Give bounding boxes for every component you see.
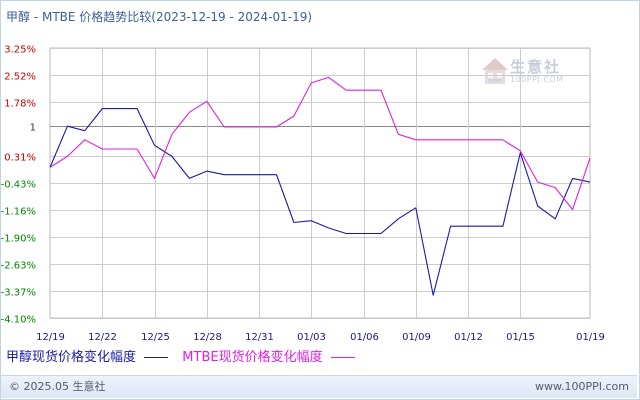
x-tick-label: 01/09 [402,332,431,343]
legend-item-series2: MTBE现货价格变化幅度 [182,348,355,368]
y-tick-label: -3.37% [1,288,36,299]
series-lines [49,76,591,296]
x-tick-label: 01/06 [350,332,379,343]
chart-title: 甲醇 - MTBE 价格趋势比较(2023-12-19 - 2024-01-19… [6,10,313,24]
x-tick-label: 12/22 [88,332,117,343]
x-tick-label: 01/15 [506,332,535,343]
y-tick-label: -0.43% [1,180,36,191]
grid [49,47,591,319]
footer-copyright: © 2025.05 生意社 [9,380,106,393]
watermark-site: 100PPI.COM [510,75,564,84]
y-tick-label: 2.52% [4,72,36,83]
x-tick-label: 12/28 [193,332,222,343]
y-tick-label: 0.31% [4,153,36,164]
x-tick-label: 12/25 [141,332,170,343]
watermark-name: 生意社 [510,58,562,76]
y-tick-label: 3.25% [4,45,36,56]
y-tick-label: -2.63% [1,261,36,272]
y-tick-label: 1.78% [4,99,36,110]
legend-swatch-series2 [330,357,355,358]
legend-swatch-series1 [144,357,169,358]
watermark: 生意社 100PPI.COM [480,56,580,92]
y-axis-ticks: 3.25% 2.52% 1.78% 1 0.31% -0.43% -1.16% -1.90% -… [1,45,36,326]
series-line-1 [49,108,591,296]
y-tick-label: -1.90% [1,234,36,245]
x-tick-label: 01/12 [454,332,483,343]
y-tick-label: 1 [30,123,36,134]
legend: 甲醇现货价格变化幅度 MTBE现货价格变化幅度 [6,348,365,368]
x-tick-label: 12/31 [245,332,274,343]
x-tick-label: 01/19 [576,332,605,343]
x-axis-ticks: 12/19 12/22 12/25 12/28 12/31 01/03 01/06 01/09… [36,332,605,343]
legend-label-series1: 甲醇现货价格变化幅度 [6,350,137,365]
x-tick-label: 12/19 [36,332,65,343]
y-tick-label: -1.16% [1,207,36,218]
footer-url[interactable]: www.100PPI.com [535,380,629,393]
series-line-2 [49,76,591,211]
y-tick-label: -4.10% [1,315,36,326]
legend-item-series1: 甲醇现货价格变化幅度 [6,348,169,368]
x-tick-label: 01/03 [297,332,326,343]
footer-bar: © 2025.05 生意社 www.100PPI.com [1,375,637,398]
legend-label-series2: MTBE现货价格变化幅度 [182,350,323,365]
